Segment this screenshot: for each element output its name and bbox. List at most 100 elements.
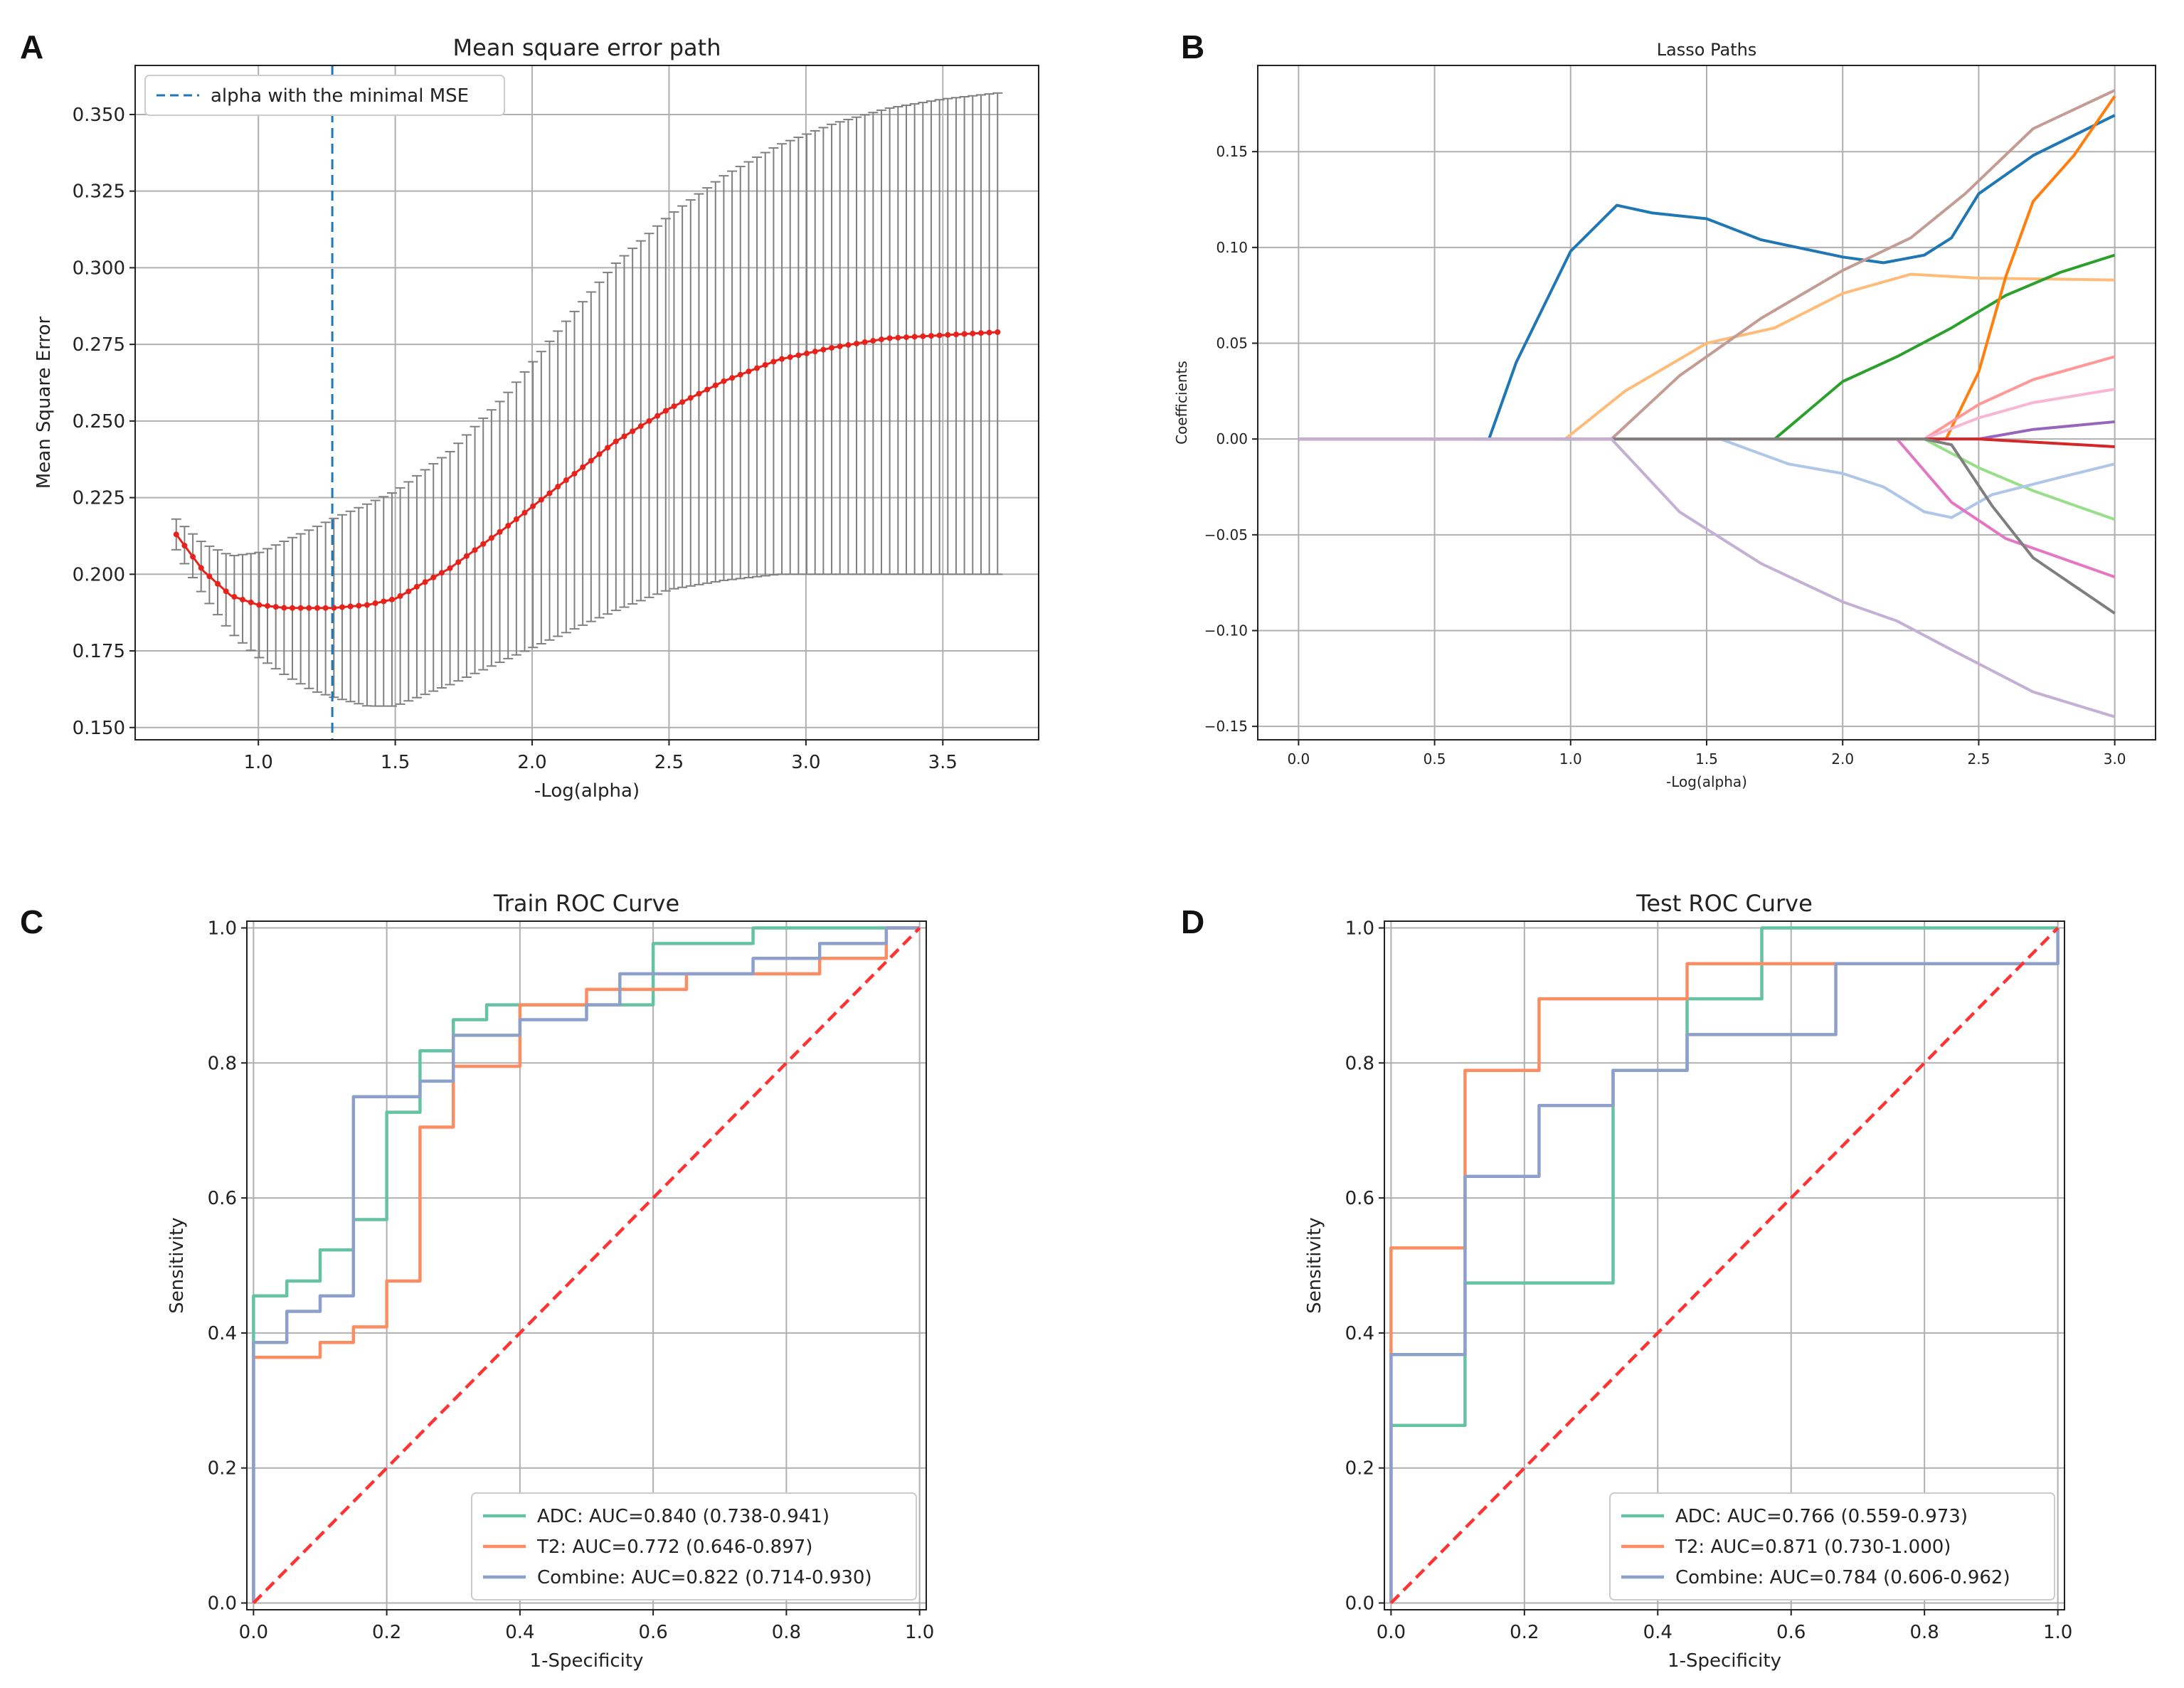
x-tick-label: 0.6 bbox=[1776, 1622, 1806, 1643]
chart-title: Test ROC Curve bbox=[1636, 890, 1813, 917]
series-line bbox=[252, 926, 920, 1603]
mse-point bbox=[746, 368, 752, 375]
mse-point bbox=[248, 599, 254, 605]
y-tick-label: 0.175 bbox=[73, 641, 125, 662]
mse-point bbox=[986, 329, 992, 336]
mse-point bbox=[654, 413, 661, 419]
x-tick-label: 0.8 bbox=[772, 1622, 801, 1643]
mse-point bbox=[463, 553, 470, 559]
x-tick-label: 1.0 bbox=[244, 752, 273, 773]
y-tick-label: 0.15 bbox=[1216, 143, 1248, 160]
mse-point bbox=[854, 340, 860, 346]
mse-point bbox=[704, 386, 711, 393]
x-axis-label: -Log(alpha) bbox=[534, 780, 640, 802]
y-axis-label: Mean Square Error bbox=[33, 317, 55, 489]
plot-area bbox=[252, 926, 921, 1605]
mse-point bbox=[297, 605, 304, 611]
mse-point bbox=[281, 605, 287, 611]
mse-point bbox=[430, 574, 437, 580]
gridlines bbox=[135, 65, 1039, 740]
panel-letter-A: A bbox=[20, 28, 43, 65]
panel-letter-B: B bbox=[1181, 28, 1204, 65]
series-line bbox=[1298, 89, 2116, 441]
x-tick-label: 0.8 bbox=[1909, 1622, 1939, 1643]
mse-point bbox=[580, 464, 586, 470]
series-line bbox=[1298, 272, 2115, 441]
mse-point bbox=[961, 331, 968, 337]
legend: alpha with the minimal MSE bbox=[144, 75, 505, 116]
y-tick-label: 0.6 bbox=[1345, 1188, 1374, 1209]
legend-label: ADC: AUC=0.840 (0.738-0.941) bbox=[537, 1506, 829, 1527]
mse-point bbox=[488, 535, 494, 541]
mse-point bbox=[413, 583, 420, 590]
y-tick-label: 0.225 bbox=[73, 488, 125, 509]
x-tick-label: 1.0 bbox=[2043, 1622, 2072, 1643]
mse-point bbox=[538, 497, 544, 503]
axes-frame bbox=[1384, 920, 2065, 1610]
plot-area bbox=[1298, 89, 2116, 718]
legend-label: Combine: AUC=0.784 (0.606-0.962) bbox=[1675, 1567, 2010, 1588]
mse-point bbox=[347, 603, 354, 610]
mse-point bbox=[977, 330, 984, 336]
gridlines bbox=[1384, 921, 2064, 1610]
x-tick-label: 0.5 bbox=[1424, 750, 1446, 768]
mse-point bbox=[630, 428, 636, 435]
mse-point bbox=[231, 594, 238, 600]
x-tick-label: 1.5 bbox=[1695, 750, 1718, 768]
mse-point bbox=[995, 329, 1001, 335]
chance-line bbox=[1389, 926, 2060, 1605]
mse-point bbox=[945, 331, 951, 338]
mse-point bbox=[521, 509, 528, 516]
mse-point bbox=[770, 359, 777, 365]
x-tick-label: 0.2 bbox=[372, 1622, 401, 1643]
mse-point bbox=[563, 477, 569, 484]
legend-label: ADC: AUC=0.766 (0.559-0.973) bbox=[1675, 1506, 1968, 1527]
y-tick-label: 0.8 bbox=[1345, 1053, 1374, 1074]
legend: ADC: AUC=0.840 (0.738-0.941) T2: AUC=0.77… bbox=[471, 1492, 917, 1601]
y-axis-label: Sensitivity bbox=[1304, 1217, 1325, 1313]
mse-point bbox=[837, 343, 843, 349]
mse-point bbox=[181, 542, 188, 548]
mse-point bbox=[646, 418, 652, 424]
chart-title: Lasso Paths bbox=[1657, 40, 1757, 60]
mse-point bbox=[679, 399, 686, 405]
y-tick-label: 0.4 bbox=[208, 1323, 237, 1344]
mse-point bbox=[895, 334, 901, 341]
mse-point bbox=[447, 565, 453, 571]
y-tick-label: 0.2 bbox=[1345, 1458, 1374, 1480]
mse-point bbox=[472, 547, 478, 553]
mse-point bbox=[289, 605, 295, 611]
y-tick-label: 0.275 bbox=[73, 334, 125, 356]
mse-point bbox=[596, 451, 603, 457]
x-tick-label: 0.2 bbox=[1510, 1622, 1539, 1643]
mse-point bbox=[671, 403, 677, 410]
x-tick-label: 2.0 bbox=[1831, 750, 1854, 768]
mse-point bbox=[928, 333, 934, 339]
mse-point bbox=[497, 529, 503, 535]
mse-point bbox=[829, 344, 835, 351]
mse-point bbox=[388, 596, 395, 603]
y-tick-label: 0.6 bbox=[208, 1188, 237, 1209]
x-tick-label: 2.5 bbox=[1968, 750, 1990, 768]
mse-point bbox=[588, 457, 594, 464]
mse-point bbox=[322, 605, 329, 611]
legend: ADC: AUC=0.766 (0.559-0.973) T2: AUC=0.87… bbox=[1609, 1492, 2055, 1601]
mse-point bbox=[339, 604, 345, 610]
chart-panel-A: A Mean square error path 1.0 1.5 2.0 2.5 3.0 3.… bbox=[20, 28, 1039, 802]
mse-point bbox=[438, 570, 445, 576]
axes-frame bbox=[134, 65, 1039, 741]
chart-panel-C: C Train ROC Curve 0.0 0.2 0.4 0.6 0.8 1.0 0.0 0.2… bbox=[20, 890, 934, 1672]
legend-label: alpha with the minimal MSE bbox=[211, 85, 469, 107]
x-tick-label: 1.0 bbox=[905, 1622, 934, 1643]
x-tick-label: 3.5 bbox=[928, 752, 958, 773]
legend-label: Combine: AUC=0.822 (0.714-0.930) bbox=[537, 1567, 872, 1588]
mse-point bbox=[173, 531, 179, 538]
y-tick-label: 0.4 bbox=[1345, 1323, 1374, 1344]
legend-frame bbox=[1609, 1492, 2055, 1601]
x-tick-label: 0.6 bbox=[638, 1622, 667, 1643]
x-tick-label: 0.0 bbox=[1377, 1622, 1406, 1643]
y-tick-label: 1.0 bbox=[1345, 918, 1374, 939]
mse-point bbox=[372, 600, 378, 607]
chart-panel-D: D Test ROC Curve 0.0 0.2 0.4 0.6 0.8 1.0 0.0 0.2 0… bbox=[1181, 890, 2072, 1672]
y-tick-label: 0.0 bbox=[208, 1593, 237, 1615]
